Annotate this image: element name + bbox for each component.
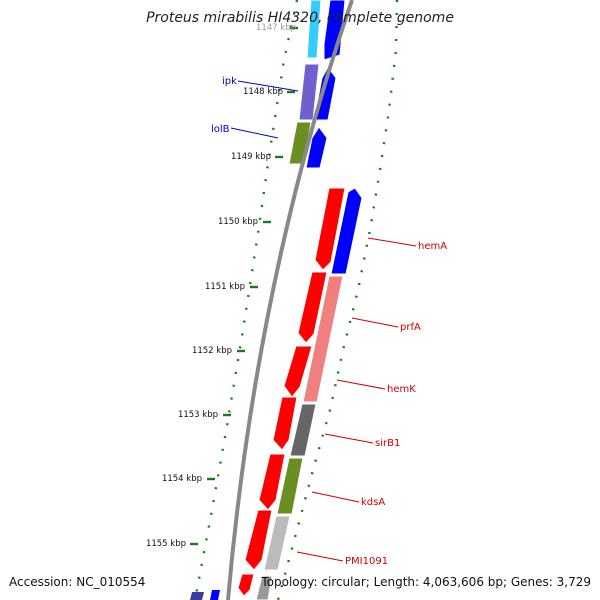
cog-block [302,275,344,403]
tick-label: 1148 kbp [243,87,283,97]
cog-block [276,457,304,515]
gene-labels: ipk lolB hemA prfA hemK sirB1 kdsA PMI10… [211,76,447,567]
topology-text: Topology: circular; Length: 4,063,606 bp… [261,575,591,589]
accession-text: Accession: NC_010554 [9,575,146,589]
gene-label-hemK: hemK [387,384,416,395]
forward-cds-arrow [297,271,328,344]
cog-block [255,575,273,600]
forward-cds-arrow [314,187,346,271]
tick-label: 1149 kbp [231,152,271,162]
gene-label-sirB1: sirB1 [375,438,400,449]
forward-cds-arrow [258,453,286,511]
leader-line [237,80,299,92]
leader-line [230,127,279,139]
gene-label-lolB: lolB [211,124,230,135]
forward-cds-arrow [244,509,273,571]
forward-cds [237,187,346,597]
genome-title: Proteus mirabilis HI4320, complete genom… [146,10,454,26]
gene-label-prfA: prfA [400,322,421,333]
forward-cds-arrow [272,396,298,451]
leader-line [296,551,344,562]
forward-cds-arrow [237,573,255,597]
tick-label: 1155 kbp [146,539,186,549]
cog-block [190,592,204,600]
leader-line [351,317,399,328]
reverse-cds-upper [305,0,346,169]
cog-block [306,0,322,59]
tick-label: 1151 kbp [205,282,245,292]
gene-label-hemA: hemA [418,241,447,252]
reverse-cds-arrow [210,590,220,600]
leader-line [367,237,417,247]
cog-block [263,515,291,571]
tick-label: 1154 kbp [162,474,202,484]
tick-marks [190,26,298,546]
tick-labels: 1147 kbp 1148 kbp 1149 kbp 1150 kbp 1151… [146,23,296,549]
tick-label: 1152 kbp [192,346,232,356]
forward-cds-arrow [283,345,313,398]
reverse-cds-arrow [305,126,328,169]
gene-leader-lines [230,80,417,562]
gene-label-kdsA: kdsA [361,497,385,508]
cog-track-lower [255,275,344,600]
reverse-cds-arrow [330,187,363,275]
tick-label: 1147 kbp [256,23,296,33]
tick-label: 1153 kbp [178,410,218,420]
tick-label: 1150 kbp [218,217,258,227]
leader-line [311,491,360,503]
leader-line [324,433,374,444]
gene-label-PMI1091: PMI1091 [345,556,388,567]
cog-block [289,403,317,457]
gene-label-ipk: ipk [222,76,237,87]
genome-backbone [226,0,354,600]
leader-line [336,379,386,390]
